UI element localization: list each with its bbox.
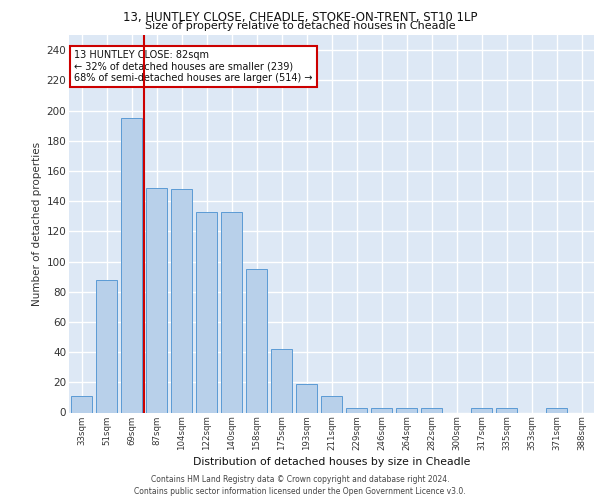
Bar <box>346 408 367 412</box>
Bar <box>71 396 92 412</box>
Bar <box>321 396 342 412</box>
Bar <box>96 280 117 412</box>
Bar <box>271 349 292 412</box>
Bar <box>146 188 167 412</box>
Bar <box>221 212 242 412</box>
Bar <box>396 408 417 412</box>
Text: 13, HUNTLEY CLOSE, CHEADLE, STOKE-ON-TRENT, ST10 1LP: 13, HUNTLEY CLOSE, CHEADLE, STOKE-ON-TRE… <box>123 11 477 24</box>
Text: Contains HM Land Registry data © Crown copyright and database right 2024.
Contai: Contains HM Land Registry data © Crown c… <box>134 474 466 496</box>
Bar <box>171 189 192 412</box>
Bar <box>546 408 567 412</box>
Y-axis label: Number of detached properties: Number of detached properties <box>32 142 43 306</box>
Bar <box>371 408 392 412</box>
Bar <box>471 408 492 412</box>
Bar <box>246 269 267 412</box>
Bar <box>196 212 217 412</box>
Text: Size of property relative to detached houses in Cheadle: Size of property relative to detached ho… <box>145 21 455 31</box>
Text: 13 HUNTLEY CLOSE: 82sqm
← 32% of detached houses are smaller (239)
68% of semi-d: 13 HUNTLEY CLOSE: 82sqm ← 32% of detache… <box>74 50 313 84</box>
Bar <box>121 118 142 412</box>
Bar <box>421 408 442 412</box>
X-axis label: Distribution of detached houses by size in Cheadle: Distribution of detached houses by size … <box>193 457 470 467</box>
Bar <box>496 408 517 412</box>
Bar <box>296 384 317 412</box>
